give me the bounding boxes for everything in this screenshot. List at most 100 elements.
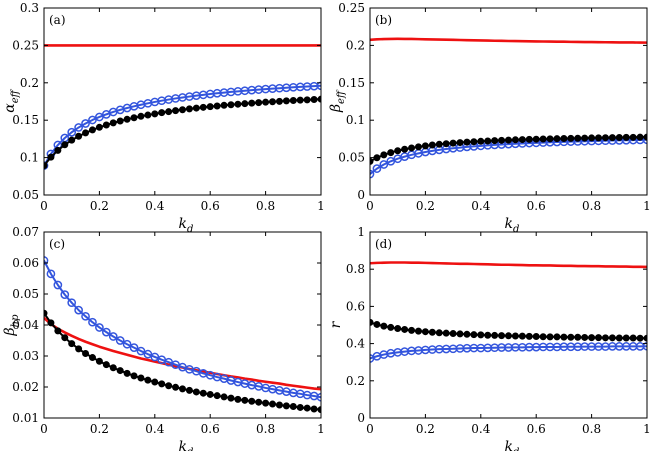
data-point bbox=[643, 133, 647, 141]
panel-label: (d) bbox=[375, 237, 392, 251]
y-tick-label: 0 bbox=[357, 188, 365, 202]
data-point bbox=[428, 141, 436, 149]
x-axis-label-sub: d bbox=[513, 447, 519, 451]
x-axis-label-main: k bbox=[505, 216, 513, 232]
data-point bbox=[449, 139, 457, 147]
data-point bbox=[130, 372, 138, 380]
data-point bbox=[172, 107, 180, 115]
data-point bbox=[75, 345, 83, 353]
data-point bbox=[102, 121, 110, 129]
data-point bbox=[511, 332, 519, 340]
data-point bbox=[401, 145, 409, 153]
data-point bbox=[408, 144, 416, 152]
data-point bbox=[144, 376, 152, 384]
x-tick-label: 1 bbox=[643, 199, 651, 213]
data-point bbox=[60, 290, 70, 299]
data-point bbox=[81, 311, 90, 321]
data-point bbox=[511, 136, 519, 144]
data-point bbox=[185, 105, 193, 113]
data-point bbox=[560, 135, 568, 143]
data-point bbox=[567, 134, 575, 142]
x-axis-label: kd bbox=[505, 439, 520, 451]
x-tick-label: 1 bbox=[317, 422, 325, 436]
data-point bbox=[310, 405, 318, 413]
y-tick-label: 0.15 bbox=[338, 76, 365, 90]
data-point bbox=[206, 390, 214, 398]
data-point bbox=[303, 404, 311, 412]
data-point bbox=[380, 151, 388, 159]
data-point bbox=[192, 388, 200, 396]
data-point bbox=[553, 135, 561, 143]
y-axis-label: αeff bbox=[2, 88, 21, 112]
data-point bbox=[137, 374, 145, 382]
data-point bbox=[373, 154, 381, 162]
data-point bbox=[130, 114, 138, 122]
data-point bbox=[289, 97, 297, 105]
y-tick-label: 0.04 bbox=[12, 318, 39, 332]
x-tick-label: 0.6 bbox=[527, 199, 546, 213]
data-point bbox=[241, 396, 249, 404]
data-point bbox=[282, 402, 290, 410]
data-point bbox=[248, 397, 256, 405]
data-point bbox=[47, 319, 55, 327]
data-point bbox=[95, 323, 104, 332]
x-tick-label: 0.8 bbox=[582, 422, 601, 436]
data-point bbox=[629, 133, 637, 141]
data-point bbox=[151, 110, 159, 118]
data-point bbox=[428, 328, 436, 336]
series-black-c bbox=[44, 309, 321, 414]
data-point bbox=[178, 106, 186, 114]
data-point bbox=[546, 333, 554, 341]
y-axis-label-main: α bbox=[2, 103, 18, 113]
data-point bbox=[622, 334, 630, 342]
data-point bbox=[199, 103, 207, 111]
y-tick-label: 0 bbox=[357, 411, 365, 425]
panel-b: 0 0.2 0.4 0.6 0.8 1 0 0.05 0.1 0.15 0.2 0.25 (b) kd βe… bbox=[328, 1, 651, 235]
y-axis-label-main: r bbox=[328, 320, 344, 328]
data-point bbox=[539, 135, 547, 143]
data-point bbox=[68, 340, 76, 348]
y-tick-label: 0.06 bbox=[12, 256, 39, 270]
data-point bbox=[567, 333, 575, 341]
y-tick-label: 0.05 bbox=[338, 151, 365, 165]
x-tick-label: 0.8 bbox=[256, 422, 275, 436]
y-tick-label: 0.1 bbox=[20, 151, 39, 165]
x-axis-label-sub: d bbox=[187, 447, 193, 451]
y-tick-label: 0.1 bbox=[346, 113, 365, 127]
series-black-a bbox=[44, 95, 321, 170]
x-axis-label: kd bbox=[179, 216, 194, 235]
data-point bbox=[185, 386, 193, 394]
x-axis-label-main: k bbox=[179, 216, 187, 232]
series-line-blue bbox=[44, 84, 321, 167]
x-tick-label: 0 bbox=[40, 199, 48, 213]
series-blue-d bbox=[370, 341, 647, 363]
data-point bbox=[123, 115, 131, 123]
data-point bbox=[394, 325, 402, 333]
data-point bbox=[234, 100, 242, 108]
y-axis-label-main: β bbox=[2, 327, 18, 336]
data-point bbox=[144, 111, 152, 119]
data-point bbox=[53, 280, 63, 290]
data-point bbox=[227, 394, 235, 402]
data-point bbox=[387, 323, 395, 331]
data-point bbox=[213, 102, 221, 110]
data-point bbox=[601, 134, 609, 142]
y-tick-label: 0.2 bbox=[20, 76, 39, 90]
series-line-black bbox=[44, 312, 321, 411]
y-tick-label: 0.2 bbox=[346, 38, 365, 52]
data-point bbox=[81, 119, 90, 128]
data-point bbox=[532, 135, 540, 143]
x-tick-label: 0.4 bbox=[471, 199, 490, 213]
data-point bbox=[275, 401, 283, 409]
x-tick-label: 0.2 bbox=[416, 199, 435, 213]
data-point bbox=[88, 354, 96, 362]
data-point bbox=[165, 108, 173, 116]
y-tick-label: 0.01 bbox=[12, 411, 39, 425]
data-point bbox=[463, 138, 471, 146]
data-point bbox=[255, 398, 263, 406]
data-point bbox=[269, 98, 277, 106]
x-axis-label-sub: d bbox=[187, 224, 193, 235]
y-tick-label: 1 bbox=[357, 225, 365, 239]
data-point bbox=[370, 157, 374, 165]
data-point bbox=[262, 399, 270, 407]
